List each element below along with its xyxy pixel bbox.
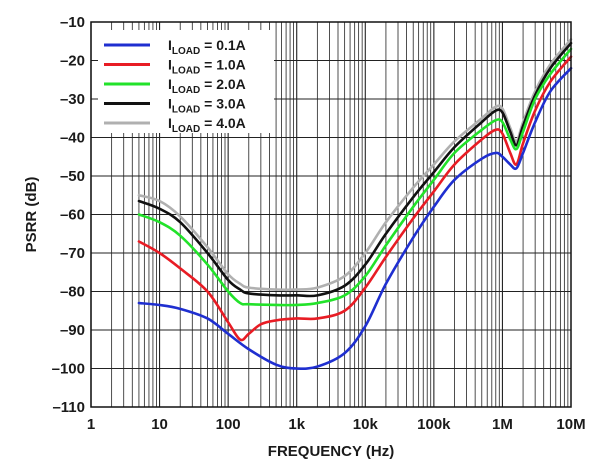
y-tick-label: –10: [60, 14, 85, 31]
y-tick-label: –20: [60, 53, 85, 70]
series-lines: [137, 38, 573, 371]
legend-box: [98, 30, 274, 133]
y-tick-label: –70: [60, 245, 85, 262]
y-tick-label: –60: [60, 207, 85, 224]
y-tick-label: –40: [60, 130, 85, 147]
y-tick-label: –50: [60, 168, 85, 185]
legend-entry: ILOAD = 4.0A: [168, 115, 246, 135]
legend-entry: ILOAD = 1.0A: [168, 57, 246, 77]
x-tick-label: 1M: [492, 416, 513, 433]
y-tick-label: –110: [52, 399, 85, 416]
series-line: [137, 41, 573, 298]
y-tick-labels: –10 –20 –30 –40 –50 –60 –70 –80 –90 –100 –110: [52, 14, 85, 416]
legend-entry: ILOAD = 0.1A: [168, 37, 246, 57]
y-tick-label: –100: [52, 361, 85, 378]
legend-entry: ILOAD = 2.0A: [168, 76, 246, 96]
legend-entry: ILOAD = 3.0A: [168, 96, 246, 116]
y-tick-label: –90: [60, 322, 85, 339]
series-line: [137, 55, 573, 342]
x-tick-label: 10k: [353, 416, 379, 433]
x-tick-label: 10: [151, 416, 168, 433]
x-axis-title: FREQUENCY (Hz): [268, 443, 394, 460]
series-line: [137, 66, 573, 371]
y-axis-title: PSRR (dB): [23, 177, 40, 253]
series-line: [137, 38, 573, 292]
x-tick-label: 100: [216, 416, 241, 433]
x-tick-label: 10M: [556, 416, 585, 433]
x-tick-label: 1k: [288, 416, 305, 433]
x-tick-label: 100k: [417, 416, 451, 433]
x-tick-label: 1: [87, 416, 95, 433]
x-tick-labels: 1 10 100 1k 10k 100k 1M 10M: [87, 416, 586, 433]
series-line: [137, 47, 573, 307]
y-tick-label: –80: [60, 284, 85, 301]
y-tick-label: –30: [60, 91, 85, 108]
plot-frame: [90, 21, 572, 408]
